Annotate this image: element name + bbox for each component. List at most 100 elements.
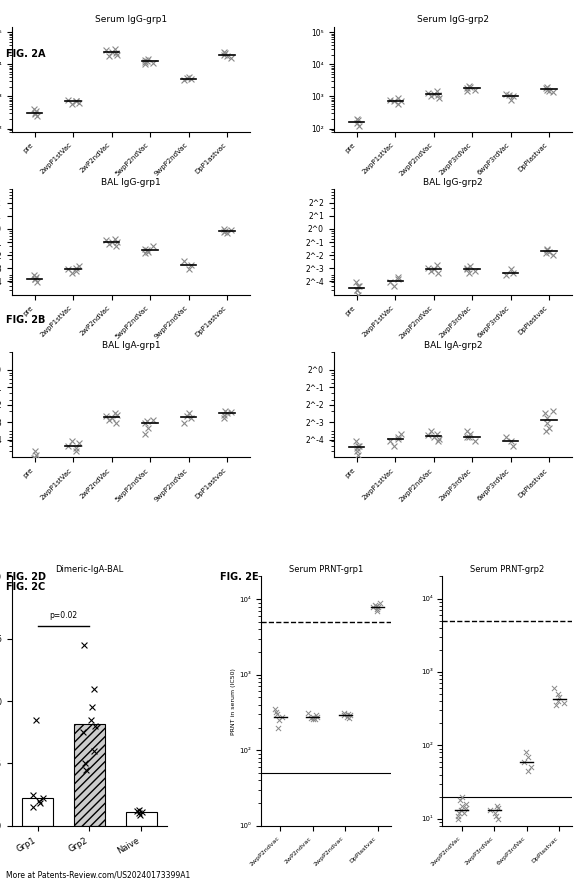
Point bbox=[31, 273, 40, 287]
Point bbox=[32, 456, 42, 470]
Point bbox=[464, 78, 473, 92]
Point bbox=[112, 48, 121, 62]
Point bbox=[140, 426, 149, 440]
Point bbox=[424, 428, 433, 442]
Point bbox=[105, 49, 114, 63]
Point bbox=[427, 424, 436, 438]
Point bbox=[137, 805, 146, 820]
Point bbox=[105, 412, 114, 426]
Point bbox=[72, 444, 81, 458]
Point bbox=[107, 410, 116, 424]
Point bbox=[72, 264, 81, 278]
Point bbox=[462, 81, 472, 95]
Text: p=0.02: p=0.02 bbox=[49, 611, 77, 620]
Point bbox=[107, 44, 116, 59]
Point bbox=[81, 757, 90, 771]
Point bbox=[74, 436, 83, 450]
Point bbox=[74, 259, 83, 274]
Point bbox=[272, 707, 281, 721]
Point bbox=[353, 282, 362, 297]
Point bbox=[542, 81, 551, 95]
Point bbox=[465, 426, 475, 440]
Point bbox=[353, 115, 362, 130]
Point bbox=[143, 244, 152, 258]
Point bbox=[434, 88, 443, 102]
Point bbox=[424, 86, 433, 100]
Point bbox=[502, 430, 511, 444]
Point bbox=[148, 239, 157, 253]
Point bbox=[312, 709, 321, 723]
Point bbox=[140, 416, 150, 431]
Point bbox=[220, 44, 229, 59]
Text: FIG. 2C: FIG. 2C bbox=[6, 582, 45, 591]
Point bbox=[427, 264, 436, 278]
Point bbox=[68, 97, 77, 111]
Point bbox=[461, 801, 470, 815]
Point bbox=[143, 52, 152, 66]
Point bbox=[222, 226, 231, 241]
Point bbox=[187, 410, 196, 424]
Point bbox=[345, 709, 354, 723]
Point bbox=[64, 92, 73, 107]
Point bbox=[220, 224, 229, 238]
Point bbox=[140, 55, 150, 69]
Point bbox=[429, 430, 439, 444]
Point bbox=[548, 403, 557, 417]
Point bbox=[343, 707, 353, 721]
Point bbox=[464, 266, 473, 280]
Point bbox=[432, 83, 442, 98]
Point bbox=[134, 803, 143, 817]
Point bbox=[434, 266, 443, 280]
Point bbox=[373, 600, 383, 614]
Bar bbox=[22, 798, 53, 826]
Point bbox=[393, 432, 402, 446]
Point bbox=[523, 764, 532, 778]
Point bbox=[31, 448, 40, 462]
Point bbox=[311, 712, 320, 726]
Point bbox=[68, 266, 77, 280]
Point bbox=[494, 812, 503, 826]
Title: Serum PRNT-grp2: Serum PRNT-grp2 bbox=[470, 566, 544, 575]
Point bbox=[390, 94, 399, 108]
Point bbox=[353, 114, 362, 128]
Point bbox=[220, 225, 229, 239]
Point bbox=[220, 408, 229, 422]
Point bbox=[460, 805, 469, 820]
Point bbox=[31, 444, 40, 458]
Point bbox=[219, 222, 228, 236]
Point bbox=[542, 410, 551, 424]
Point bbox=[542, 246, 551, 260]
Point bbox=[180, 416, 189, 431]
Point bbox=[31, 107, 40, 121]
Point bbox=[354, 439, 363, 453]
Point bbox=[507, 92, 516, 107]
Point bbox=[542, 242, 551, 256]
Point bbox=[29, 102, 38, 116]
Point bbox=[502, 87, 511, 101]
Point bbox=[353, 448, 362, 462]
Point bbox=[134, 806, 143, 821]
Point bbox=[148, 56, 157, 70]
Point bbox=[394, 430, 403, 444]
Point bbox=[180, 73, 189, 87]
Point bbox=[434, 432, 443, 446]
Title: Serum IgG-grp2: Serum IgG-grp2 bbox=[417, 15, 489, 25]
Point bbox=[64, 262, 73, 276]
Point bbox=[396, 426, 405, 440]
Point bbox=[148, 412, 157, 426]
Point bbox=[275, 713, 284, 727]
Point bbox=[394, 91, 403, 105]
Point bbox=[527, 760, 536, 774]
Point bbox=[81, 763, 91, 777]
Point bbox=[273, 720, 283, 734]
Point bbox=[86, 713, 95, 727]
Title: Serum IgG-grp1: Serum IgG-grp1 bbox=[95, 15, 167, 25]
Point bbox=[226, 405, 235, 419]
Point bbox=[492, 809, 501, 823]
Point bbox=[393, 97, 402, 111]
Point bbox=[465, 259, 475, 274]
Title: BAL IgA-grp2: BAL IgA-grp2 bbox=[424, 341, 482, 350]
Point bbox=[453, 809, 462, 823]
Point bbox=[72, 94, 81, 108]
Point bbox=[110, 406, 120, 420]
